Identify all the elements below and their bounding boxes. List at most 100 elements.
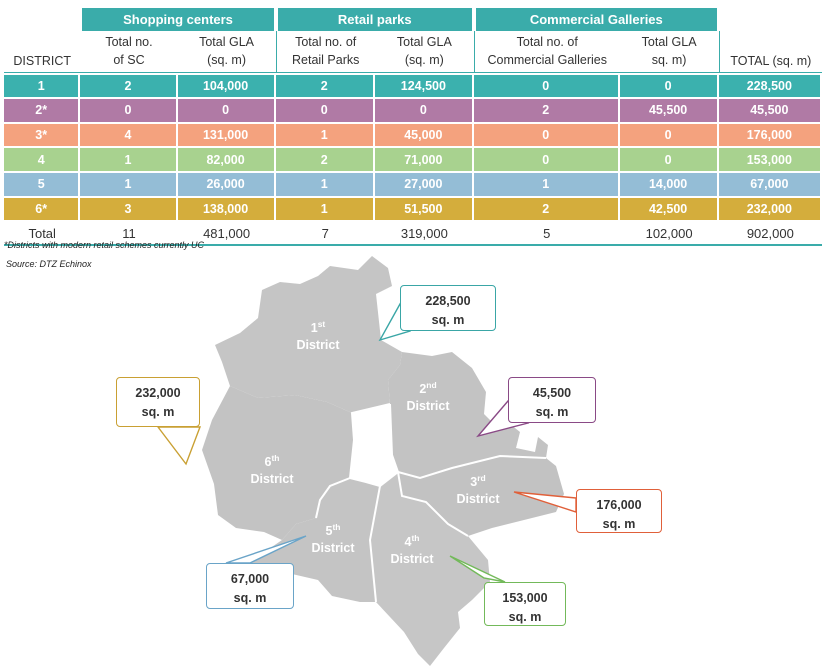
header-sc-count: Total no. of SC <box>80 31 178 73</box>
cg-count-cell: 2 <box>473 97 620 122</box>
district-2-word-label: District <box>406 399 450 413</box>
cg-count-cell: 0 <box>473 72 620 98</box>
district-5-total-callout: 67,000 sq. m <box>206 563 294 609</box>
cg-gla-cell: 45,500 <box>619 97 719 122</box>
district-cell: 3* <box>4 121 81 147</box>
cg-gla-cell: 0 <box>619 72 719 98</box>
rp-gla-cell: 124,500 <box>374 72 474 98</box>
callout-pointer <box>156 426 202 466</box>
sc-count-cell: 4 <box>80 121 178 147</box>
total-sc-gla: 481,000 <box>177 220 276 247</box>
cg-count-cell: 0 <box>473 146 620 171</box>
cg-gla-cell: 14,000 <box>619 170 719 196</box>
total-cell: 67,000 <box>718 170 822 196</box>
header-sc-gla: Total GLA (sq. m) <box>177 31 276 73</box>
total-cg-gla: 102,000 <box>619 220 719 247</box>
district-5-word-label: District <box>311 541 355 555</box>
district-6-total-callout: 232,000 sq. m <box>116 377 200 427</box>
district-3-area <box>398 456 564 536</box>
callout-unit: sq. m <box>431 313 465 327</box>
cg-gla-cell: 42,500 <box>619 195 719 221</box>
cg-count-cell: 1 <box>473 170 620 196</box>
footnote: *Districts with modern retail schemes cu… <box>4 240 205 250</box>
district-row: 5 1 26,000 1 27,000 1 14,000 67,000 <box>4 170 822 196</box>
callout-value: 232,000 <box>135 386 181 400</box>
district-6-area <box>202 386 354 540</box>
callout-value: 176,000 <box>596 498 642 512</box>
rp-count-cell: 0 <box>275 97 375 122</box>
cg-gla-cell: 0 <box>619 121 719 147</box>
total-cell: 153,000 <box>718 146 822 171</box>
total-cg: 5 <box>473 220 620 247</box>
district-2-number-label: 2nd <box>419 380 436 396</box>
callout-unit: sq. m <box>233 591 267 605</box>
district-borders <box>315 403 547 603</box>
district-cell: 4 <box>4 146 81 171</box>
source-note: Source: DTZ Echinox <box>6 259 92 269</box>
callout-value: 228,500 <box>425 294 471 308</box>
district-1-area <box>215 256 402 413</box>
district-cell: 1 <box>4 72 81 98</box>
district-1-word-label: District <box>296 338 340 352</box>
header-cg-count: Total no. of Commercial Galleries <box>473 30 620 73</box>
rp-count-cell: 1 <box>275 121 375 147</box>
sc-gla-cell: 26,000 <box>177 170 276 196</box>
district-4-number-label: 4th <box>405 533 420 549</box>
subheader-row: DISTRICT Total no. of SC Total GLA (sq. m)… <box>4 30 822 73</box>
district-cell: 6* <box>4 195 81 221</box>
group-shopping-centers: Shopping centers <box>80 8 276 31</box>
header-total: TOTAL (sq. m) <box>718 30 822 73</box>
callout-unit: sq. m <box>535 405 569 419</box>
header-rp-gla: Total GLA (sq. m) <box>374 31 474 73</box>
rp-gla-cell: 51,500 <box>374 195 474 221</box>
sc-gla-cell: 82,000 <box>177 146 276 171</box>
total-rp-gla: 319,000 <box>374 220 474 247</box>
district-1-total-callout: 228,500 sq. m <box>400 285 496 331</box>
district-labels: 1st District 2nd District 3rd District 4th Dist… <box>250 319 500 566</box>
sc-gla-cell: 0 <box>177 97 276 122</box>
sc-count-cell: 0 <box>80 97 178 122</box>
sc-gla-cell: 131,000 <box>177 121 276 147</box>
total-cell: 176,000 <box>718 121 822 147</box>
sc-gla-cell: 138,000 <box>177 195 276 221</box>
map-shape <box>202 256 564 666</box>
retail-stock-table: Shopping centers Retail parks Commercial… <box>4 8 822 247</box>
district-3-word-label: District <box>456 492 500 506</box>
sc-count-cell: 3 <box>80 195 178 221</box>
rp-count-cell: 2 <box>275 72 375 98</box>
district-5-number-label: 5th <box>326 522 341 538</box>
callout-unit: sq. m <box>602 517 636 531</box>
callout-value: 153,000 <box>502 591 548 605</box>
rp-count-cell: 1 <box>275 195 375 221</box>
callout-value: 67,000 <box>230 572 270 586</box>
district-3-total-callout: 176,000 sq. m <box>576 489 662 533</box>
rp-gla-cell: 71,000 <box>374 146 474 171</box>
cg-gla-cell: 0 <box>619 146 719 171</box>
district-cell: 2* <box>4 97 81 122</box>
district-3-number-label: 3rd <box>470 473 485 489</box>
header-rp-count: Total no. of Retail Parks <box>275 30 375 73</box>
header-cg-gla: Total GLA sq. m) <box>619 31 719 73</box>
cg-count-cell: 2 <box>473 195 620 221</box>
sc-gla-cell: 104,000 <box>177 72 276 98</box>
callout-unit: sq. m <box>141 405 175 419</box>
sc-count-cell: 1 <box>80 170 178 196</box>
group-commercial-galleries: Commercial Galleries <box>473 8 719 31</box>
district-row: 4 1 82,000 2 71,000 0 0 153,000 <box>4 146 822 171</box>
rp-gla-cell: 45,000 <box>374 121 474 147</box>
callout-value: 45,500 <box>532 386 572 400</box>
district-row: 3* 4 131,000 1 45,000 0 0 176,000 <box>4 121 822 147</box>
district-row: 1 2 104,000 2 124,500 0 0 228,500 <box>4 72 822 98</box>
district-row: 6* 3 138,000 1 51,500 2 42,500 232,000 <box>4 195 822 221</box>
rp-count-cell: 2 <box>275 146 375 171</box>
cg-count-cell: 0 <box>473 121 620 147</box>
total-sc: 11 <box>80 220 178 247</box>
total-label: Total <box>4 220 81 247</box>
group-retail-parks: Retail parks <box>275 8 474 31</box>
sc-count-cell: 2 <box>80 72 178 98</box>
header-district: DISTRICT <box>4 31 81 73</box>
sc-count-cell: 1 <box>80 146 178 171</box>
rp-gla-cell: 0 <box>374 97 474 122</box>
district-1-number-label: 1st <box>311 319 326 335</box>
